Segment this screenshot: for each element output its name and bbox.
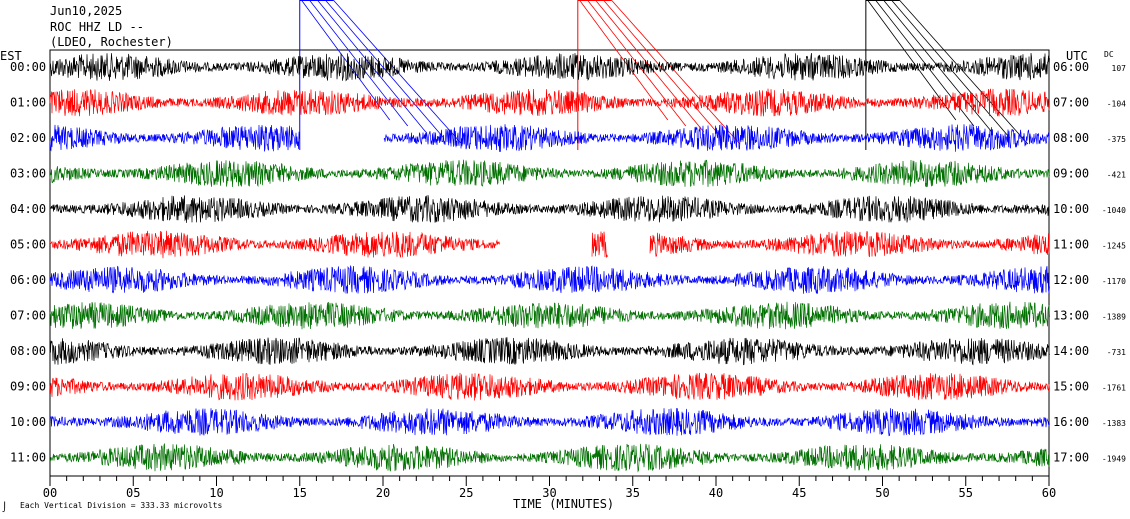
seismic-trace-row: [49, 442, 1050, 473]
dc-offset-label: -375: [1107, 135, 1126, 144]
utc-hour-label: 15:00: [1053, 380, 1089, 394]
x-tick-label: 35: [626, 486, 640, 500]
dc-offset-label: -1245: [1102, 242, 1126, 251]
dc-offset-label: -104: [1107, 100, 1126, 109]
event-markers: [299, 0, 1029, 150]
seismic-trace-row: [49, 159, 1050, 188]
x-tick-label: 45: [792, 486, 806, 500]
utc-hour-label: 13:00: [1053, 309, 1089, 323]
dc-offset-label: -1383: [1102, 419, 1126, 428]
est-hour-label: 01:00: [10, 96, 46, 110]
utc-hour-label: 06:00: [1053, 60, 1089, 74]
plot-frame: [49, 49, 1050, 477]
x-tick-label: 00: [43, 486, 57, 500]
x-tick-label: 20: [376, 486, 390, 500]
event-marker-slant: [867, 0, 957, 121]
dc-offset-label: -1040: [1102, 206, 1126, 215]
est-hour-label: 06:00: [10, 273, 46, 287]
est-hour-label: 07:00: [10, 309, 46, 323]
seismic-trace-row: [49, 53, 1050, 82]
seismic-trace-row: [49, 337, 1050, 366]
est-hour-label: 02:00: [10, 131, 46, 145]
seismic-trace-row: [49, 264, 1050, 294]
utc-hour-label: 11:00: [1053, 238, 1089, 252]
event-marker-slant: [899, 0, 1029, 145]
dc-offset-label: -731: [1107, 348, 1126, 357]
x-tick-label: 50: [875, 486, 889, 500]
dc-offset-label: 107: [1112, 64, 1127, 73]
seismic-trace-row: [49, 408, 1050, 437]
date-label: Jun10,2025: [50, 4, 122, 18]
dc-offset-label: -1389: [1102, 313, 1126, 322]
seismic-trace-row: [49, 194, 1050, 223]
seismic-trace-row: [49, 88, 1050, 117]
x-tick-label: 55: [959, 486, 973, 500]
x-tick-label: 40: [709, 486, 723, 500]
seismic-trace-row: [49, 372, 1050, 401]
x-tick-label: 25: [459, 486, 473, 500]
est-hour-label: 08:00: [10, 344, 46, 358]
seismic-trace-row: [49, 124, 300, 152]
dc-offset-label: -1761: [1102, 384, 1126, 393]
scale-footnote: Each Vertical Division = 333.33 microvol…: [20, 501, 222, 510]
seismic-trace-row: [383, 124, 1050, 152]
est-hour-label: 11:00: [10, 451, 46, 465]
utc-hour-label: 14:00: [1053, 344, 1089, 358]
utc-hour-label: 08:00: [1053, 131, 1089, 145]
dc-offset-label: -421: [1107, 171, 1126, 180]
right-timezone-label: UTC: [1066, 49, 1088, 63]
seismic-trace-row: [49, 301, 1050, 330]
left-timezone-label: EST: [0, 49, 22, 63]
event-marker-slant: [325, 0, 445, 139]
est-hour-label: 04:00: [10, 202, 46, 216]
est-hour-label: 05:00: [10, 238, 46, 252]
utc-hour-label: 16:00: [1053, 415, 1089, 429]
seismic-traces: [49, 53, 1050, 473]
seismic-trace-row: [591, 231, 608, 258]
event-marker-slant: [587, 0, 687, 127]
row-labels: 00:00 06:00 107 01:00 07:00 -104 02:00 08:00 -37…: [10, 60, 1126, 465]
network-label: (LDEO, Rochester): [50, 35, 173, 49]
est-hour-label: 00:00: [10, 60, 46, 74]
est-hour-label: 10:00: [10, 415, 46, 429]
utc-hour-label: 12:00: [1053, 273, 1089, 287]
x-tick-label: 10: [209, 486, 223, 500]
x-tick-label: 05: [126, 486, 140, 500]
corner-mark: ⌡: [2, 501, 7, 513]
station-label: ROC HHZ LD --: [50, 20, 144, 34]
utc-hour-label: 09:00: [1053, 167, 1089, 181]
x-axis-label: TIME (MINUTES): [513, 497, 614, 511]
utc-hour-label: 10:00: [1053, 202, 1089, 216]
dc-header-label: DC: [1104, 50, 1114, 59]
est-hour-label: 03:00: [10, 167, 46, 181]
event-marker-slant: [603, 0, 723, 139]
utc-hour-label: 07:00: [1053, 96, 1089, 110]
dc-offset-label: -1949: [1102, 455, 1126, 464]
x-axis-ticks: 00 05 10 15 20 25 30 35 40 45 50 55 60: [43, 476, 1056, 500]
x-tick-label: 15: [293, 486, 307, 500]
seismic-trace-row: [649, 231, 1050, 258]
event-marker-slant: [611, 0, 741, 145]
x-tick-label: 60: [1042, 486, 1056, 500]
utc-hour-label: 17:00: [1053, 451, 1089, 465]
est-hour-label: 09:00: [10, 380, 46, 394]
dc-offset-label: -1170: [1102, 277, 1126, 286]
seismic-trace-row: [49, 230, 500, 259]
x-tick-label: 30: [542, 486, 556, 500]
